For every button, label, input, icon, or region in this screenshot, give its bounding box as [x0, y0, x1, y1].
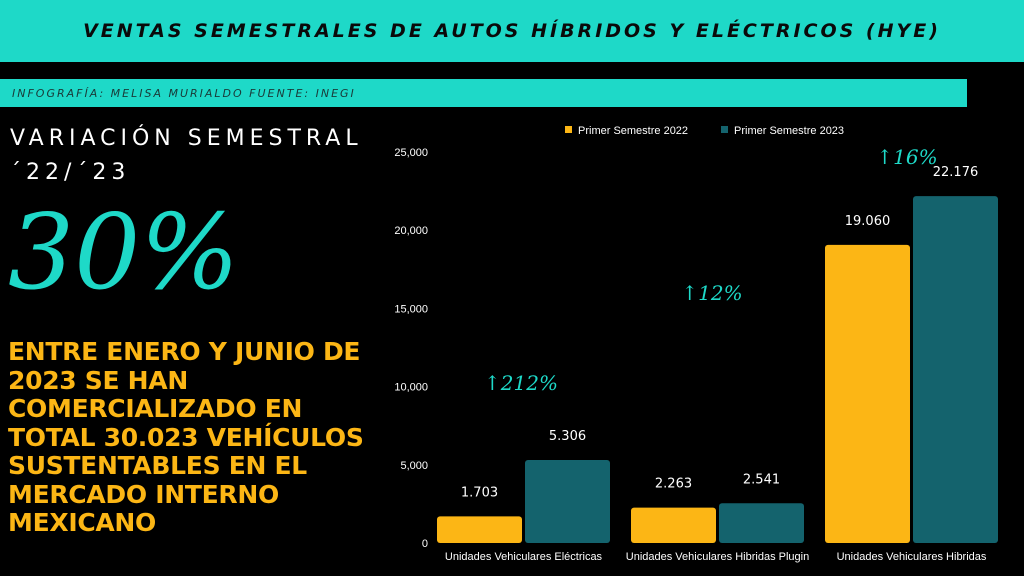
y-tick-label: 20,000 [394, 225, 428, 237]
y-tick-label: 25,000 [394, 147, 428, 159]
y-tick-label: 0 [422, 538, 428, 550]
x-tick-label: Unidades Vehiculares Hibridas Plugin [626, 551, 809, 563]
y-tick-label: 15,000 [394, 303, 428, 315]
credit-text: INFOGRAFÍA: MELISA MURIALDO FUENTE: INEG… [12, 86, 356, 100]
big-percent: 30% [8, 191, 240, 313]
growth-annotation: ↑12% [681, 281, 742, 305]
title-banner: VENTAS SEMESTRALES DE AUTOS HÍBRIDOS Y E… [0, 0, 1024, 62]
growth-annotation: ↑212% [484, 371, 558, 395]
data-label: 22.176 [933, 165, 979, 180]
bar-2023 [913, 196, 998, 543]
bar-2022 [825, 244, 910, 543]
bar-2022 [437, 516, 522, 543]
credit-banner: INFOGRAFÍA: MELISA MURIALDO FUENTE: INEG… [0, 79, 967, 107]
bar-2023 [719, 503, 804, 543]
data-label: 5.306 [549, 429, 586, 444]
data-label: 2.541 [743, 472, 780, 487]
x-tick-label: Unidades Vehiculares Hibridas [837, 551, 987, 563]
legend-label: Primer Semestre 2022 [578, 125, 688, 137]
data-label: 1.703 [461, 485, 498, 500]
summary-text: ENTRE ENERO Y JUNIO DE 2023 SE HAN COMER… [8, 337, 364, 537]
y-tick-label: 5,000 [400, 460, 428, 472]
legend-label: Primer Semestre 2023 [734, 125, 844, 137]
data-label: 2.263 [655, 477, 692, 492]
bar-2023 [525, 460, 610, 543]
legend-swatch [565, 126, 572, 133]
x-tick-label: Unidades Vehiculares Eléctricas [445, 551, 603, 563]
page-title: VENTAS SEMESTRALES DE AUTOS HÍBRIDOS Y E… [83, 20, 941, 42]
data-label: 19.060 [845, 214, 891, 229]
y-tick-label: 10,000 [394, 382, 428, 394]
bar-2022 [631, 507, 716, 543]
legend-swatch [721, 126, 728, 133]
variation-title: VARIACIÓN SEMESTRAL ´22/´23 [10, 126, 363, 185]
growth-annotation: ↑16% [876, 145, 937, 169]
